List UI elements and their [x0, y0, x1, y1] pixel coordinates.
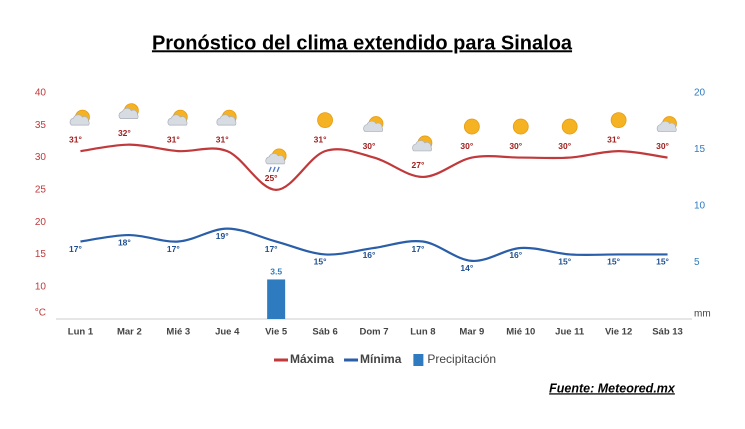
- x-tick-label: Mar 9: [459, 327, 484, 338]
- cloud: [69, 114, 90, 126]
- weather-icon: [216, 109, 237, 126]
- bar: [267, 279, 286, 319]
- data-label: 31°: [314, 134, 327, 144]
- data-label: 17°: [167, 244, 180, 254]
- weather-icon: [463, 118, 480, 135]
- data-label: 31°: [607, 134, 620, 144]
- data-label: 3.5: [270, 267, 282, 277]
- cloud: [118, 107, 139, 120]
- y-tick-label: 10: [35, 281, 47, 292]
- sun: [512, 118, 529, 135]
- weather-icon: [610, 112, 627, 129]
- y2-tick-label: 5: [694, 257, 700, 268]
- data-label: 16°: [363, 250, 376, 260]
- cloud: [412, 140, 433, 152]
- y-tick-label: 15: [35, 249, 47, 260]
- data-label: 27°: [411, 160, 424, 170]
- line: [80, 143, 668, 191]
- y-tick-label: 35: [35, 120, 47, 131]
- rain: [268, 166, 272, 173]
- weather-icon: [69, 109, 90, 126]
- data-label: 18°: [118, 237, 131, 247]
- y2-tick-label: 15: [694, 144, 706, 155]
- x-tick-label: Jue 11: [555, 327, 585, 338]
- y2-tick-label: 20: [694, 88, 706, 99]
- data-label: 15°: [314, 257, 327, 267]
- data-label: 15°: [558, 257, 571, 267]
- data-label: 15°: [656, 257, 669, 267]
- legend-label: Máxima: [290, 352, 334, 366]
- x-tick-label: Vie 12: [605, 327, 632, 338]
- data-label: 25°: [265, 173, 278, 183]
- data-label: 31°: [167, 134, 180, 144]
- data-label: 17°: [265, 244, 278, 254]
- x-tick-label: Vie 5: [265, 327, 288, 338]
- weather-icon: [656, 116, 677, 132]
- data-label: 17°: [69, 244, 82, 254]
- y-axis-label: °C: [35, 308, 46, 319]
- data-label: 30°: [460, 141, 473, 151]
- data-label: 16°: [509, 250, 522, 260]
- sun: [561, 118, 578, 135]
- x-tick-label: Mié 3: [166, 327, 190, 338]
- weather-icon: [265, 148, 287, 173]
- x-tick-label: Mar 2: [117, 327, 142, 338]
- y2-tick-label: 10: [694, 201, 706, 212]
- data-label: 32°: [118, 128, 131, 138]
- data-label: 19°: [216, 231, 229, 241]
- y2-axis-label: mm: [694, 309, 711, 320]
- weather-icon: [512, 118, 529, 135]
- cloud: [265, 153, 286, 165]
- cloud: [167, 114, 188, 126]
- data-label: 30°: [558, 141, 571, 151]
- rain: [276, 166, 280, 173]
- weather-icon: [118, 103, 139, 120]
- sun: [610, 112, 627, 129]
- data-label: 31°: [69, 134, 82, 144]
- y-tick-label: 30: [35, 152, 47, 163]
- weather-icon: [167, 109, 188, 126]
- data-label: 30°: [656, 141, 669, 151]
- data-label: 30°: [363, 141, 376, 151]
- cloud: [216, 114, 237, 126]
- y-tick-label: 40: [35, 88, 47, 99]
- y-tick-label: 20: [35, 217, 47, 228]
- cloud: [656, 120, 677, 132]
- legend-label: Precipitación: [427, 352, 496, 366]
- line: [80, 227, 668, 262]
- rain: [272, 166, 276, 173]
- weather-icon: [317, 112, 333, 129]
- data-label: 17°: [411, 244, 424, 254]
- sun: [463, 118, 480, 135]
- chart-title: Pronóstico del clima extendido para Sina…: [152, 32, 573, 54]
- source: Fuente: Meteored.mx: [549, 381, 676, 395]
- data-label: 14°: [460, 263, 473, 273]
- cloud: [363, 120, 384, 132]
- weather-icon: [412, 135, 433, 152]
- x-tick-label: Sáb 13: [652, 327, 683, 338]
- data-label: 31°: [216, 134, 229, 144]
- legend-swatch: [413, 354, 424, 366]
- legend-label: Mínima: [360, 352, 402, 366]
- weather-icon: [363, 116, 384, 132]
- x-tick-label: Lun 1: [68, 327, 94, 338]
- x-tick-label: Mié 10: [506, 327, 535, 338]
- y-tick-label: 25: [35, 184, 47, 195]
- data-label: 15°: [607, 257, 620, 267]
- x-tick-label: Lun 8: [410, 327, 435, 338]
- x-tick-label: Sáb 6: [312, 327, 337, 338]
- x-tick-label: Jue 4: [215, 327, 240, 338]
- weather-icon: [561, 118, 578, 135]
- data-label: 30°: [509, 141, 522, 151]
- x-tick-label: Dom 7: [359, 327, 388, 338]
- sun: [317, 112, 333, 129]
